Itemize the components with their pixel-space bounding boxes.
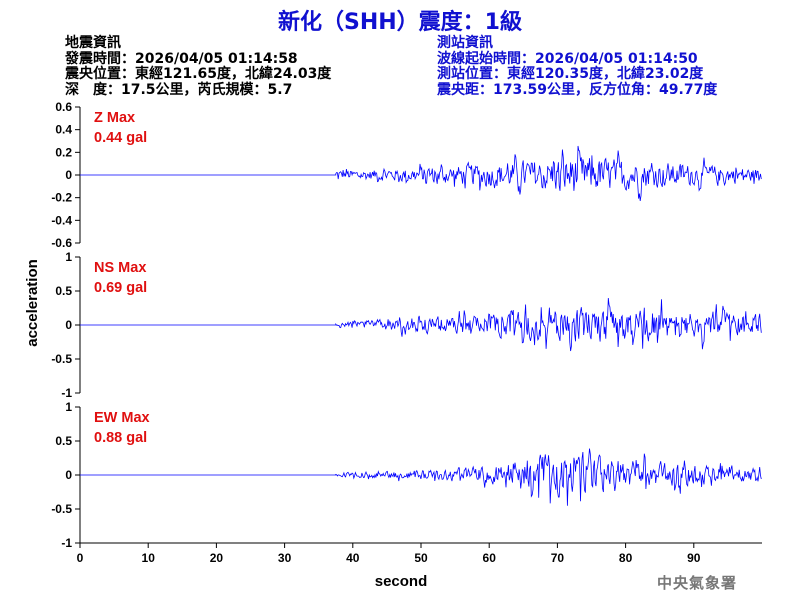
- agency-name: 中央氣象署: [657, 574, 738, 592]
- station-waveform-start: 波線起始時間：2026/04/05 01:14:50: [437, 50, 698, 67]
- x-axis-label: second: [375, 573, 428, 590]
- y-axis-label: acceleration: [24, 259, 41, 347]
- ns-y-tick-label: -1: [61, 386, 72, 400]
- ns-y-tick-label: -0.5: [51, 352, 72, 366]
- ns-max-value: 0.69 gal: [94, 280, 147, 296]
- x-tick-label: 0: [77, 551, 84, 565]
- ns-waveform: [80, 297, 762, 352]
- station-location: 測站位置：東經120.35度，北緯23.02度: [437, 66, 704, 82]
- ew-y-tick-label: -1: [61, 536, 72, 550]
- ns-y-tick-label: 0.5: [55, 284, 72, 298]
- ew-waveform: [80, 448, 762, 506]
- event-epicenter: 震央位置：東經121.65度，北緯24.03度: [65, 66, 332, 82]
- ew-y-tick-label: 0: [65, 468, 72, 482]
- event-info: 地震資訊 發震時間：2026/04/05 01:14:58 震央位置：東經121…: [65, 35, 332, 98]
- event-info-heading: 地震資訊: [65, 35, 121, 51]
- x-tick-label: 40: [346, 551, 360, 565]
- x-tick-label: 50: [414, 551, 428, 565]
- x-tick-label: 30: [278, 551, 292, 565]
- z-waveform: [80, 145, 762, 201]
- z-max-value: 0.44 gal: [94, 130, 147, 146]
- ew-y-tick-label: 0.5: [55, 434, 72, 448]
- ns-y-tick-label: 1: [65, 250, 72, 264]
- z-y-tick-label: -0.4: [51, 213, 72, 227]
- z-y-tick-label: 0: [65, 168, 72, 182]
- x-tick-label: 20: [210, 551, 224, 565]
- ew-y-tick-label: -0.5: [51, 502, 72, 516]
- station-info: 測站資訊 波線起始時間：2026/04/05 01:14:50 測站位置：東經1…: [437, 35, 718, 98]
- x-tick-label: 10: [142, 551, 156, 565]
- chart-title: 新化（SHH）震度：1級: [278, 10, 522, 35]
- x-tick-label: 60: [483, 551, 497, 565]
- z-y-tick-label: 0.6: [55, 100, 72, 114]
- z-max-label: Z Max: [94, 110, 135, 126]
- ew-max-label: EW Max: [94, 410, 150, 426]
- event-depth-magnitude: 深 度：17.5公里，芮氏規模：5.7: [65, 81, 293, 98]
- z-y-tick-label: -0.2: [51, 191, 72, 205]
- station-distance-azimuth: 震央距：173.59公里，反方位角：49.77度: [437, 81, 718, 98]
- z-y-tick-label: 0.4: [55, 123, 72, 137]
- ew-y-tick-label: 1: [65, 400, 72, 414]
- event-origin-time: 發震時間：2026/04/05 01:14:58: [65, 50, 298, 67]
- x-tick-label: 70: [551, 551, 565, 565]
- x-tick-label: 90: [687, 551, 701, 565]
- ns-y-tick-label: 0: [65, 318, 72, 332]
- z-y-tick-label: 0.2: [55, 145, 72, 159]
- station-info-heading: 測站資訊: [437, 35, 493, 51]
- ew-max-value: 0.88 gal: [94, 430, 147, 446]
- z-y-tick-label: -0.6: [51, 236, 72, 250]
- x-tick-label: 80: [619, 551, 633, 565]
- ns-max-label: NS Max: [94, 260, 146, 276]
